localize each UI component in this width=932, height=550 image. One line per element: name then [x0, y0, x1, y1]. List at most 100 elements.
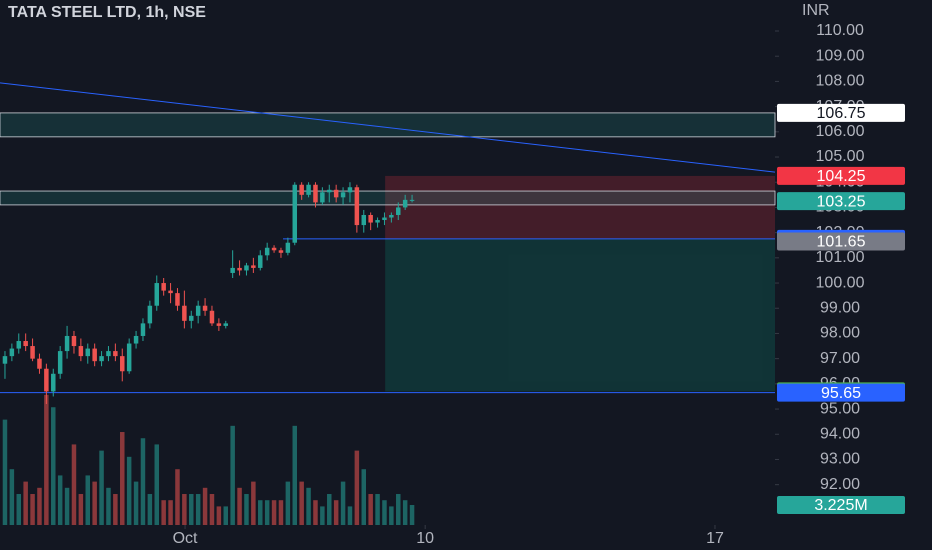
- volume-bar: [202, 487, 208, 525]
- candle-body: [71, 335, 77, 347]
- volume-bar: [258, 500, 263, 525]
- volume-bar: [313, 500, 318, 525]
- volume-bar: [278, 500, 284, 525]
- volume-bar: [306, 487, 311, 525]
- volume-bar: [92, 481, 97, 525]
- candle-body: [409, 199, 415, 201]
- x-tick-label: 17: [706, 530, 724, 547]
- volume-bar: [30, 494, 35, 525]
- candle-body: [120, 356, 125, 372]
- candle-body: [327, 189, 332, 193]
- volume-bar: [361, 469, 367, 525]
- candle-body: [264, 247, 270, 256]
- candle-body: [382, 217, 387, 221]
- candle-body: [161, 283, 166, 291]
- candle-body: [292, 184, 298, 243]
- candle-body: [182, 305, 187, 321]
- volume-bar: [382, 500, 387, 525]
- zone: [0, 190, 776, 206]
- candle-body: [64, 335, 70, 352]
- candle-body: [278, 250, 284, 253]
- volume-bar: [37, 487, 42, 525]
- candle-body: [271, 247, 277, 251]
- y-tick-label: 100.00: [816, 274, 865, 291]
- price-label: 101.65: [817, 234, 866, 251]
- target-zone: [385, 238, 775, 392]
- volume-bar: [320, 506, 325, 525]
- x-tick-label: Oct: [173, 530, 198, 547]
- volume-bar: [99, 450, 104, 525]
- volume-bar: [292, 425, 298, 525]
- y-tick-label: 108.00: [816, 73, 865, 90]
- volume-bar: [396, 494, 401, 525]
- volume-bar: [57, 475, 63, 525]
- volume-bar: [113, 494, 118, 525]
- volume-label-box: [777, 496, 905, 515]
- y-tick-label: 92.00: [820, 476, 860, 493]
- price-label: 103.25: [817, 193, 866, 210]
- candle-body: [202, 305, 208, 311]
- y-tick-label: 93.00: [820, 451, 860, 468]
- y-tick-label: 94.00: [820, 425, 860, 442]
- candle-body: [230, 267, 235, 273]
- candle-body: [216, 323, 222, 326]
- volume-bar: [340, 481, 346, 525]
- candle-body: [375, 220, 380, 223]
- y-tick-label: 98.00: [820, 325, 860, 342]
- volume-bar: [9, 469, 15, 525]
- volume-bar: [354, 450, 360, 525]
- volume-bar: [285, 481, 291, 525]
- candle-body: [99, 356, 104, 362]
- volume-bar: [223, 506, 229, 525]
- y-tick-label: 97.00: [820, 350, 860, 367]
- volume-bar: [375, 494, 380, 525]
- candle-body: [258, 255, 263, 268]
- candle-body: [78, 346, 84, 357]
- volume-bar: [168, 500, 173, 525]
- volume-bar: [16, 494, 22, 525]
- chart-title: TATA STEEL LTD, 1h, NSE: [8, 4, 206, 21]
- volume-bar: [140, 438, 146, 525]
- volume-bar: [409, 505, 415, 525]
- price-label-box: [777, 192, 905, 211]
- candle-body: [51, 373, 56, 392]
- zone: [0, 112, 776, 138]
- volume-bar: [23, 481, 28, 525]
- candle-body: [320, 192, 325, 203]
- candle-body: [37, 358, 42, 369]
- volume-bar: [189, 494, 194, 525]
- candle-body: [244, 265, 249, 271]
- volume-bar: [133, 481, 139, 525]
- price-label: 104.25: [817, 168, 866, 185]
- candle-body: [347, 187, 353, 193]
- volume-bar: [147, 494, 153, 525]
- candle-body: [23, 341, 28, 347]
- volume-bar: [347, 506, 353, 525]
- candle-body: [126, 343, 132, 372]
- candle-body: [147, 305, 153, 324]
- trend-line: [0, 82, 776, 173]
- price-label-box: [777, 103, 905, 122]
- volume-bar: [175, 469, 180, 525]
- volume-bar: [182, 494, 187, 525]
- candle-body: [389, 214, 394, 218]
- volume-bar: [264, 500, 270, 525]
- candle-body: [237, 267, 242, 271]
- candle-body: [313, 184, 318, 203]
- volume-bar: [237, 487, 242, 525]
- candle-body: [92, 348, 97, 362]
- candle-body: [306, 184, 311, 195]
- volume-bar: [120, 432, 125, 525]
- candle-body: [16, 341, 22, 349]
- volume-bar: [402, 500, 408, 525]
- volume-bar: [2, 419, 8, 525]
- y-tick-label: 106.00: [816, 123, 865, 140]
- candle-body: [154, 283, 160, 306]
- volume-bar: [327, 494, 332, 525]
- candle-body: [402, 199, 408, 208]
- y-tick-label: 109.00: [816, 47, 865, 64]
- candle-body: [189, 315, 194, 321]
- volume-bar: [126, 456, 132, 525]
- y-tick-label: 99.00: [820, 299, 860, 316]
- volume-bar: [71, 444, 77, 525]
